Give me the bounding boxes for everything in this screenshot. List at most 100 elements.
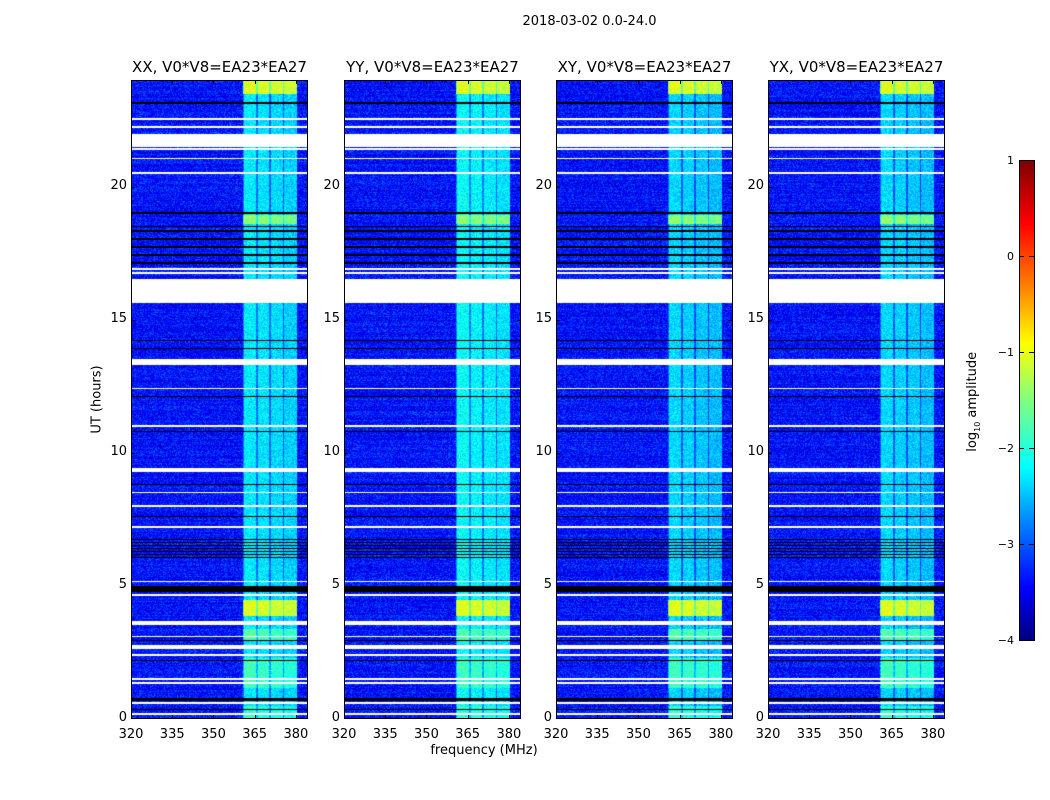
x-tick-mark	[597, 80, 599, 84]
x-tick-mark	[809, 80, 811, 84]
x-tick-mark	[508, 80, 510, 84]
x-tick-mark	[679, 80, 681, 84]
y-tick-label: 5	[755, 576, 764, 592]
y-tick-mark	[941, 452, 945, 454]
panel-title: XX, V0*V8=EA23*EA27	[132, 58, 307, 76]
waterfall-image	[768, 80, 945, 719]
waterfall-image	[344, 80, 521, 719]
x-tick-mark	[426, 80, 428, 84]
colorbar-tick-mark	[1029, 448, 1034, 449]
y-tick-mark	[344, 186, 348, 188]
x-tick-mark	[932, 715, 934, 719]
x-tick-label: 335	[372, 727, 398, 742]
x-tick-mark	[891, 715, 893, 719]
y-tick-mark	[131, 186, 135, 188]
x-tick-label: 380	[708, 727, 734, 742]
colorbar-tick-mark	[1019, 544, 1024, 545]
x-tick-label: 365	[242, 727, 268, 742]
colorbar-tick-mark	[1029, 640, 1034, 641]
x-tick-mark	[426, 715, 428, 719]
y-tick-label: 0	[331, 710, 340, 725]
y-tick-mark	[941, 718, 945, 719]
y-tick-mark	[768, 585, 772, 587]
colorbar-label-rest: amplitude	[965, 351, 981, 422]
y-tick-mark	[941, 186, 945, 188]
colorbar-tick-label: −2	[997, 442, 1014, 455]
y-tick-label: 10	[535, 443, 552, 459]
y-tick-mark	[556, 718, 560, 719]
colorbar-tick-label: −1	[997, 346, 1014, 359]
waterfall-panel-3: XY, V0*V8=EA23*EA27 320 335 350 365 380 0 5 10 15…	[535, 58, 733, 742]
x-tick-label: 320	[331, 727, 357, 742]
waterfall-image	[131, 80, 308, 719]
y-tick-mark	[131, 452, 135, 454]
waterfall-panel-2: YY, V0*V8=EA23*EA27 320 335 350 365 380 0 5 10 15…	[323, 58, 521, 742]
x-tick-mark	[385, 80, 387, 84]
y-tick-mark	[304, 452, 308, 454]
y-tick-label: 5	[543, 576, 552, 592]
y-tick-label: 15	[323, 310, 340, 326]
colorbar-tick-label: 1	[1007, 154, 1014, 167]
y-tick-label: 15	[535, 310, 552, 326]
y-tick-label: 10	[323, 443, 340, 459]
y-tick-mark	[304, 319, 308, 321]
panel-title: XY, V0*V8=EA23*EA27	[557, 58, 732, 76]
y-tick-mark	[131, 585, 135, 587]
colorbar	[1019, 160, 1035, 641]
colorbar-tick-mark	[1019, 640, 1024, 641]
x-tick-mark	[172, 80, 174, 84]
y-tick-mark	[768, 319, 772, 321]
y-tick-label: 15	[110, 310, 127, 326]
x-tick-mark	[467, 80, 469, 84]
colorbar-tick-label: −3	[997, 538, 1014, 551]
x-tick-label: 350	[626, 727, 651, 742]
x-tick-label: 320	[543, 727, 569, 742]
y-tick-mark	[517, 319, 521, 321]
panel-title: YY, V0*V8=EA23*EA27	[346, 58, 519, 76]
x-tick-mark	[254, 80, 256, 84]
x-tick-mark	[850, 715, 852, 719]
x-tick-mark	[768, 715, 769, 719]
x-tick-mark	[638, 715, 640, 719]
x-tick-mark	[932, 80, 934, 84]
x-tick-label: 380	[283, 727, 309, 742]
x-tick-label: 365	[455, 727, 481, 742]
x-tick-label: 380	[920, 727, 946, 742]
x-tick-mark	[768, 80, 769, 84]
colorbar-tick-mark	[1019, 352, 1024, 353]
y-tick-mark	[768, 718, 772, 719]
y-tick-mark	[556, 585, 560, 587]
y-tick-mark	[344, 319, 348, 321]
waterfall-panel-1: XX, V0*V8=EA23*EA27 320 335 350 365 380 0 5 10 15…	[110, 58, 308, 742]
colorbar-tick-mark	[1019, 448, 1024, 449]
y-tick-mark	[729, 319, 733, 321]
x-tick-mark	[467, 715, 469, 719]
colorbar-tick-mark	[1019, 256, 1024, 257]
x-tick-mark	[385, 715, 387, 719]
colorbar-tick-mark	[1029, 256, 1034, 257]
y-tick-mark	[941, 585, 945, 587]
y-tick-mark	[517, 452, 521, 454]
x-tick-label: 350	[838, 727, 863, 742]
waterfall-panel-4: YX, V0*V8=EA23*EA27 320 335 350 365 380 0 5 10 15…	[747, 58, 945, 742]
colorbar-tick-mark	[1029, 352, 1034, 353]
y-axis-label: UT (hours)	[89, 365, 105, 434]
y-tick-label: 20	[110, 177, 127, 193]
x-tick-label: 350	[201, 727, 226, 742]
x-tick-mark	[597, 715, 599, 719]
x-tick-mark	[720, 715, 722, 719]
y-tick-mark	[768, 186, 772, 188]
x-tick-label: 380	[496, 727, 522, 742]
colorbar-tick-mark	[1019, 160, 1024, 161]
y-tick-mark	[131, 319, 135, 321]
y-tick-mark	[517, 186, 521, 188]
y-tick-mark	[729, 452, 733, 454]
x-tick-mark	[809, 715, 811, 719]
y-tick-label: 20	[535, 177, 552, 193]
x-tick-mark	[556, 715, 557, 719]
x-tick-mark	[508, 715, 510, 719]
colorbar-label-sub: 10	[972, 421, 982, 432]
colorbar-label-base: log	[965, 431, 981, 452]
x-tick-label: 335	[584, 727, 610, 742]
y-tick-mark	[556, 186, 560, 188]
